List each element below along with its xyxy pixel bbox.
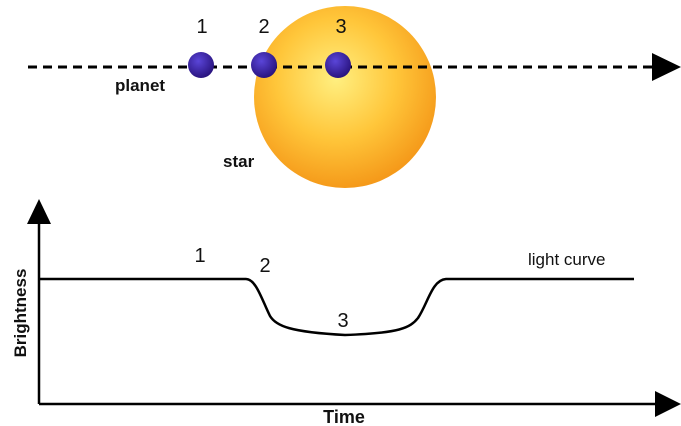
planet-position-2 <box>251 52 277 78</box>
planet-position-1 <box>188 52 214 78</box>
curve-marker-3: 3 <box>337 310 348 332</box>
light-curve-label: light curve <box>528 250 605 269</box>
light-curve-line <box>40 277 634 337</box>
light-curve-panel: 1 2 3 light curve Time Brightness <box>11 199 681 426</box>
y-axis-arrow-head <box>27 199 51 224</box>
star-label: star <box>223 152 255 171</box>
planet-label: planet <box>115 76 165 95</box>
curve-marker-1: 1 <box>194 245 205 267</box>
position-label-2: 2 <box>258 16 269 38</box>
planet-position-3 <box>325 52 351 78</box>
orbit-panel: 1 2 3 planet star <box>28 6 681 188</box>
x-axis-label: Time <box>323 407 365 426</box>
curve-marker-2: 2 <box>259 255 270 277</box>
y-axis-label: Brightness <box>11 269 30 358</box>
star <box>254 6 436 188</box>
position-label-3: 3 <box>335 16 346 38</box>
orbit-arrow-head <box>652 53 681 81</box>
position-label-1: 1 <box>196 16 207 38</box>
x-axis-arrow-head <box>655 391 681 417</box>
